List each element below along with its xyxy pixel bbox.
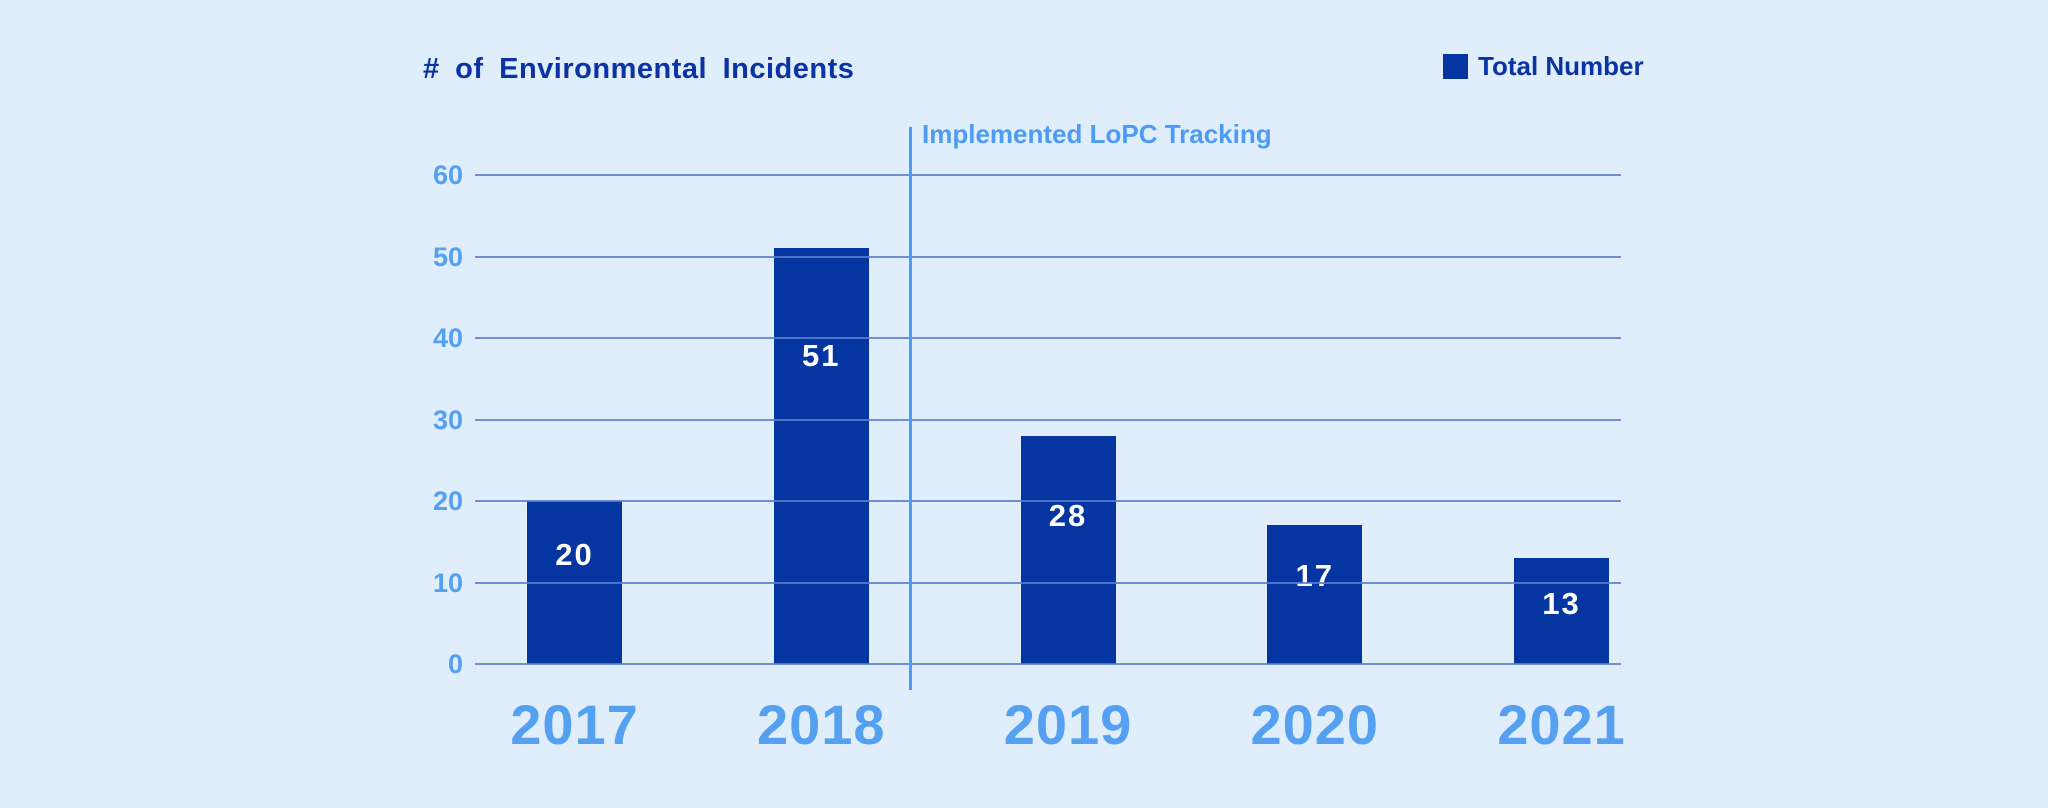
y-axis-label-60: 60 (432, 160, 463, 190)
gridline-y-40 (475, 337, 1621, 339)
gridline-y-60 (475, 174, 1621, 176)
bar-value-label-2021: 13 (1542, 586, 1581, 622)
gridline-y-0 (475, 663, 1621, 665)
legend: Total Number (1443, 50, 1644, 82)
bar-2018: 51 (773, 248, 869, 664)
annotation-line (909, 127, 912, 690)
bar-2021: 13 (1514, 558, 1609, 664)
x-axis-label-2021: 2021 (1497, 693, 1626, 756)
x-axis-label-2019: 2019 (1003, 693, 1133, 756)
gridline-y-10 (475, 581, 1621, 584)
y-axis-label-10: 10 (432, 567, 463, 598)
annotation-label: Implemented LoPC Tracking (922, 119, 1272, 149)
gridline-y-30 (475, 418, 1621, 421)
x-axis-label-2020: 2020 (1250, 693, 1380, 756)
y-axis-label-20: 20 (432, 486, 463, 516)
y-axis-label-40: 40 (432, 323, 463, 353)
chart-title: # of Environmental Incidents (423, 53, 855, 85)
bar-value-label-2017: 20 (555, 537, 594, 572)
bar-value-label-2020: 17 (1295, 558, 1334, 594)
y-axis-label-30: 30 (432, 404, 463, 435)
bar-value-label-2019: 28 (1048, 497, 1088, 533)
bar-2020: 17 (1267, 525, 1363, 664)
x-axis-label-2017: 2017 (510, 693, 639, 756)
legend-label: Total Number (1478, 51, 1644, 81)
bar-2019: 28 (1020, 435, 1116, 664)
y-axis-label-50: 50 (432, 241, 463, 272)
x-axis-label-2018: 2018 (756, 693, 886, 756)
legend-swatch-icon (1443, 53, 1468, 79)
gridline-y-50 (475, 255, 1621, 258)
y-axis-label-0: 0 (447, 649, 463, 679)
bar-value-label-2018: 51 (802, 338, 841, 374)
gridline-y-20 (475, 500, 1621, 502)
